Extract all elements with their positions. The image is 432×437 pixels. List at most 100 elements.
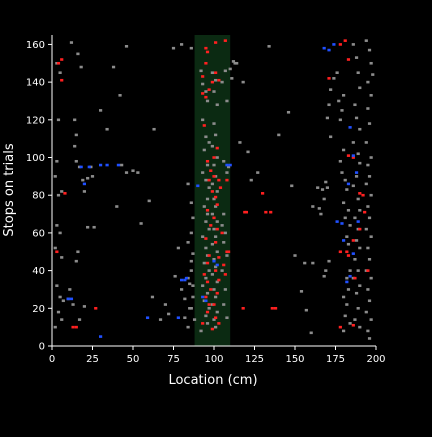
stop-point [212,216,216,220]
stop-point [210,303,214,306]
stop-point [215,220,219,223]
stop-point [217,178,221,182]
stop-point [225,250,229,254]
stop-point [354,291,359,295]
stop-point [337,99,341,103]
stop-point [69,297,74,301]
stop-point [364,141,368,144]
stop-point [214,295,218,299]
stop-point [354,116,359,120]
stop-point [201,295,205,299]
stop-point [327,48,331,52]
stop-point [335,220,339,223]
stop-point [212,175,216,178]
stop-point [369,235,373,238]
stop-point [241,80,245,84]
stop-point [204,61,208,65]
stop-point [89,165,93,169]
stop-point [189,201,193,205]
x-axis-label: Location (cm) [168,373,257,388]
stop-point [369,318,373,321]
stop-point [87,165,91,169]
stop-point [215,156,219,159]
stop-point [215,291,219,295]
stop-point [356,227,360,231]
stop-point [58,231,62,235]
stop-point [115,205,119,208]
stop-point [196,184,200,188]
stop-point [205,280,210,284]
stop-point [264,210,268,214]
stop-point [358,227,362,231]
x-tick-label: 200 [366,354,385,365]
stop-point [180,43,184,46]
stop-point [116,163,121,167]
stop-point [366,246,370,250]
stop-point [348,322,352,325]
stop-point [207,141,211,144]
stop-point [230,77,234,80]
y-tick-label: 140 [26,78,45,89]
stop-point [60,190,64,193]
stop-point [345,235,349,238]
stop-point [353,103,357,107]
stop-point [152,127,156,131]
stop-point [273,307,278,310]
stop-point [243,210,247,214]
stop-point [201,322,205,325]
stop-point [55,250,59,254]
stop-point [358,86,362,90]
stop-point [82,190,86,193]
stop-point [220,224,224,227]
stop-point [303,261,307,265]
stop-point [309,331,313,335]
stop-point [367,48,372,52]
stop-point [366,163,370,167]
stop-point [369,94,373,97]
stop-point [351,239,355,242]
stop-point [180,288,184,291]
stop-point [214,316,218,320]
stop-point [269,210,273,214]
stop-point [353,276,357,280]
y-tick-label: 60 [32,228,45,239]
stop-point [204,95,208,99]
stop-point [233,61,237,65]
stop-point [215,263,219,267]
stop-point [205,159,210,163]
stop-point [86,225,90,229]
stop-point [189,307,193,310]
stop-point [82,182,86,186]
stop-point [214,195,218,199]
stop-point [212,90,216,93]
stop-point [354,171,359,174]
stop-point [183,297,187,301]
stop-point [68,288,72,291]
stop-point [56,61,61,65]
y-tick-label: 160 [26,40,45,51]
stop-point [204,314,208,318]
stop-point [215,280,219,284]
stop-point [210,71,214,74]
stop-point [363,210,367,214]
stop-point [90,175,95,178]
stop-point [214,265,218,269]
stop-point [351,43,355,46]
stop-point [356,269,360,272]
stop-point [55,224,59,227]
stop-point [225,163,229,167]
stop-point [111,65,116,69]
stop-point [351,184,355,188]
stop-point [366,80,370,84]
stop-point [270,307,274,310]
stop-point [207,269,211,272]
stop-point [212,156,216,159]
stop-point [215,203,219,206]
stop-point [120,163,124,167]
stop-point [223,288,227,291]
stop-point [189,259,193,263]
stop-point [369,276,373,280]
stop-point [353,216,357,220]
x-tick-label: 25 [86,354,99,365]
stop-point [183,316,187,320]
